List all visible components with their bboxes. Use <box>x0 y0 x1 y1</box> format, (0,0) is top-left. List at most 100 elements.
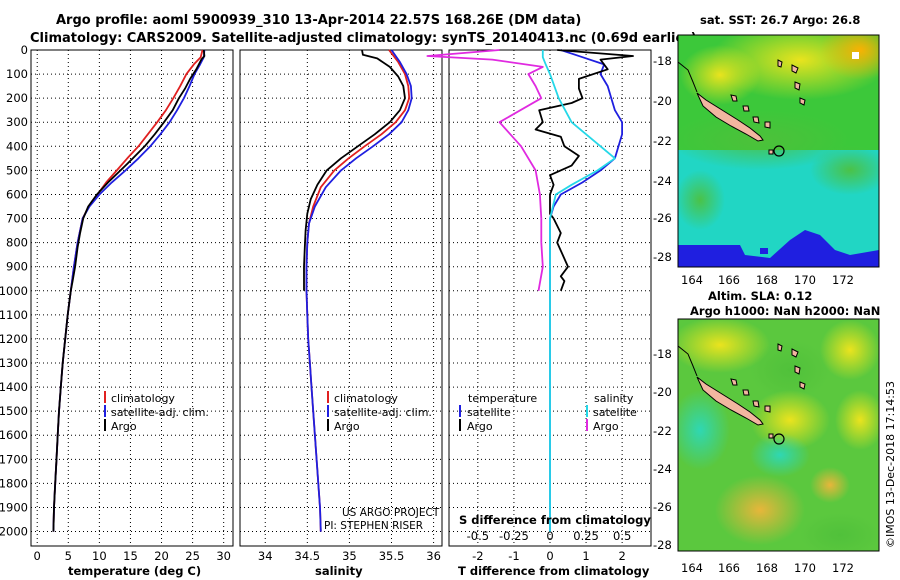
y-tick-label: 1900 <box>0 500 28 514</box>
sst-lon-tick: 170 <box>794 273 816 287</box>
tick-layer: 0 5 10 15 20 25 300100200300400500600700800900… <box>0 43 631 563</box>
legend-title-temperature: temperature <box>468 392 537 405</box>
sla-lon-tick: 166 <box>718 561 740 575</box>
series-line-salinity-argo <box>426 49 544 291</box>
x-tick-label: 1 <box>582 549 589 563</box>
legend-swatch-climatology <box>104 391 106 403</box>
y-tick-label: 1000 <box>0 284 28 298</box>
new-caledonia-island <box>696 376 764 426</box>
x-tick-label: 20 <box>154 549 169 563</box>
sla-lat-tick: -18 <box>653 347 672 361</box>
vanuatu-island-2 <box>791 64 799 74</box>
y-tick-label: 400 <box>6 139 28 153</box>
sst-lon-tick: 166 <box>718 273 740 287</box>
sst-missing-cell <box>852 52 859 59</box>
sla-lon-tick: 170 <box>794 561 816 575</box>
island-small-1 <box>730 378 738 386</box>
x-tick-label: 25 <box>185 549 200 563</box>
legend-swatch-t-argo <box>459 419 461 431</box>
sla-lon-tick: 168 <box>756 561 778 575</box>
sst-lon-tick: 168 <box>756 273 778 287</box>
y-tick-label: 700 <box>6 212 28 226</box>
sla-yellow-ne <box>820 320 879 380</box>
x-tick-label: 35 <box>342 549 357 563</box>
y-tick-label: 600 <box>6 187 28 201</box>
temperature-legend: climatology satellite-adj. clim. Argo <box>104 391 209 433</box>
sla-green-south <box>800 513 879 551</box>
x-tick-label: 36 <box>426 549 441 563</box>
salinity-legend: climatology satellite-adj. clim. Argo <box>327 391 432 433</box>
x-tick-label: -1 <box>508 549 519 563</box>
sla-teal-mid <box>750 433 810 477</box>
y-tick-label: 0 <box>21 43 28 57</box>
argo-position-marker <box>773 433 785 445</box>
series-line-climatology <box>305 49 411 532</box>
y-tick-label: 1600 <box>0 428 28 442</box>
sla-map-frame <box>677 318 880 552</box>
legend-title-salinity: salinity <box>594 392 634 405</box>
sst-lat-tick: -24 <box>653 174 672 188</box>
x-tick-label: 30 <box>216 549 231 563</box>
t-difference-axis-label: T difference from climatology <box>458 564 650 578</box>
series-line-temperature-argo <box>534 49 634 292</box>
sst-map <box>678 35 879 267</box>
x-tick-label: 0 <box>546 549 553 563</box>
s-tick-label: 0.25 <box>573 529 599 543</box>
series-line-argo <box>303 49 406 291</box>
coast-line <box>678 61 698 93</box>
sla-map-title-line1: Altim. SLA: 0.12 <box>708 289 812 303</box>
y-tick-label: 1200 <box>0 332 28 346</box>
sla-teal-west <box>678 390 730 470</box>
sla-map-title-line2: Argo h1000: NaN h2000: NaN <box>690 304 880 318</box>
legend-swatch-t-satellite <box>459 405 461 417</box>
y-tick-label: 1800 <box>0 476 28 490</box>
legend-swatch-s-argo <box>586 419 588 431</box>
series-line-salinity-satellite <box>541 50 616 532</box>
sla-lat-tick: -28 <box>653 538 672 552</box>
legend-label-satellite: satellite-adj. clim. <box>334 406 432 419</box>
island-small-3 <box>752 116 760 124</box>
y-tick-label: 1500 <box>0 404 28 418</box>
y-tick-label: 800 <box>6 236 28 250</box>
legend-label-s-argo: Argo <box>593 420 619 433</box>
legend-swatch-s-satellite <box>586 405 588 417</box>
s-tick-label: -0.25 <box>499 529 529 543</box>
sla-yellow-east <box>835 390 879 450</box>
figure-title-line2: Climatology: CARS2009. Satellite-adjuste… <box>30 31 697 46</box>
sst-yellow-nw <box>680 45 760 105</box>
vanuatu-island-3 <box>794 81 801 91</box>
y-tick-label: 1300 <box>0 356 28 370</box>
project-credit: US ARGO PROJECT <box>342 507 440 519</box>
sla-lat-tick: -22 <box>653 424 672 438</box>
y-tick-label: 300 <box>6 115 28 129</box>
vanuatu-island-4 <box>799 381 806 390</box>
sst-lon-tick: 164 <box>681 273 703 287</box>
y-tick-label: 1100 <box>0 308 28 322</box>
sst-cold-water <box>678 230 879 267</box>
sla-coastline <box>678 343 806 445</box>
sst-warm-ne <box>820 35 879 80</box>
legend-swatch-satellite <box>104 405 106 417</box>
imos-watermark: ©IMOS 13-Dec-2018 17:14:53 <box>884 381 897 548</box>
vanuatu-island-4 <box>799 97 806 106</box>
legend-swatch-argo <box>327 419 329 431</box>
x-tick-label: 0 <box>34 549 41 563</box>
sst-lat-tick: -18 <box>653 54 672 68</box>
grid-layer <box>31 49 651 546</box>
vanuatu-island-2 <box>791 348 799 358</box>
sst-map-ticks: -18 -20 -22 -24 -26 -28 164 166 168 170 … <box>653 54 854 287</box>
coast-line <box>678 345 698 377</box>
series-layer <box>52 49 634 532</box>
sst-lon-tick: 172 <box>832 273 854 287</box>
argo-position-marker <box>773 145 785 157</box>
salinity-plot-frame <box>239 49 443 547</box>
vanuatu-island-1 <box>777 59 783 68</box>
x-tick-label: 35.5 <box>379 549 405 563</box>
sla-yellow-north <box>678 319 770 373</box>
y-tick-label: 500 <box>6 163 28 177</box>
sst-lat-tick: -28 <box>653 250 672 264</box>
legend-label-t-argo: Argo <box>467 420 493 433</box>
sla-lat-tick: -20 <box>653 385 672 399</box>
island-small-1 <box>730 94 738 102</box>
